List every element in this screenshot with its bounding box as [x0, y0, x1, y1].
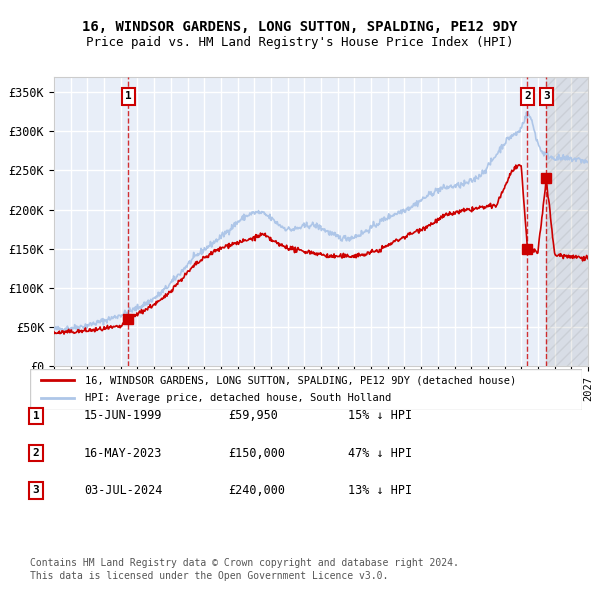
Text: 16, WINDSOR GARDENS, LONG SUTTON, SPALDING, PE12 9DY (detached house): 16, WINDSOR GARDENS, LONG SUTTON, SPALDI…: [85, 375, 517, 385]
Text: £240,000: £240,000: [228, 484, 285, 497]
Text: 47% ↓ HPI: 47% ↓ HPI: [348, 447, 412, 460]
FancyBboxPatch shape: [30, 369, 582, 410]
Text: 03-JUL-2024: 03-JUL-2024: [84, 484, 163, 497]
Text: This data is licensed under the Open Government Licence v3.0.: This data is licensed under the Open Gov…: [30, 571, 388, 581]
Text: 1: 1: [32, 411, 40, 421]
Text: 16-MAY-2023: 16-MAY-2023: [84, 447, 163, 460]
Text: 2: 2: [32, 448, 40, 458]
Text: HPI: Average price, detached house, South Holland: HPI: Average price, detached house, Sout…: [85, 394, 391, 404]
Text: 15-JUN-1999: 15-JUN-1999: [84, 409, 163, 422]
Text: £150,000: £150,000: [228, 447, 285, 460]
Text: 15% ↓ HPI: 15% ↓ HPI: [348, 409, 412, 422]
Text: £59,950: £59,950: [228, 409, 278, 422]
Text: 1: 1: [125, 91, 131, 101]
Text: 3: 3: [32, 486, 40, 495]
Text: 13% ↓ HPI: 13% ↓ HPI: [348, 484, 412, 497]
Text: Contains HM Land Registry data © Crown copyright and database right 2024.: Contains HM Land Registry data © Crown c…: [30, 558, 459, 568]
Text: Price paid vs. HM Land Registry's House Price Index (HPI): Price paid vs. HM Land Registry's House …: [86, 36, 514, 49]
Text: 16, WINDSOR GARDENS, LONG SUTTON, SPALDING, PE12 9DY: 16, WINDSOR GARDENS, LONG SUTTON, SPALDI…: [82, 19, 518, 34]
Text: 3: 3: [543, 91, 550, 101]
Text: 2: 2: [524, 91, 531, 101]
Bar: [546, 77, 588, 366]
